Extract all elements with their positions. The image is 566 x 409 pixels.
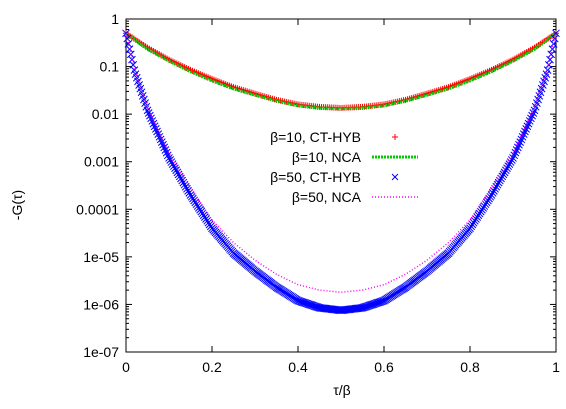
data-point [143,106,152,115]
data-point [166,156,175,164]
data-point [184,186,192,195]
data-point [147,114,155,123]
data-point [494,178,503,187]
data-point [517,135,526,144]
x-tick-label: 1 [552,359,560,375]
data-point [513,143,522,152]
data-point [150,122,159,131]
data-point [518,132,527,141]
data-point [181,182,190,191]
data-point [509,154,517,162]
legend-entry-3: β=50, NCA [292,189,418,205]
data-point [492,182,501,191]
y-tick-label: 1 [111,11,119,27]
legend-entry-0: β=10, CT-HYB [270,129,398,145]
data-point [152,125,160,133]
legend-entry-1: β=10, NCA [292,149,418,165]
data-point [493,180,502,189]
x-tick-label: 0.2 [202,359,222,375]
data-point [154,130,163,139]
data-point [488,189,497,197]
legend-label: β=50, NCA [292,189,362,205]
data-point [146,111,154,120]
y-tick-label: 1e-06 [83,296,119,312]
y-tick-label: 0.0001 [76,201,119,217]
data-point [125,45,134,53]
data-point [490,186,498,195]
data-point [149,119,158,128]
x-tick-label: 0.6 [374,359,394,375]
data-point [505,160,514,168]
legend-marker [392,134,398,140]
y-tick-label: 1e-07 [83,344,119,360]
data-point [180,180,189,189]
data-point [129,61,138,69]
series-line [125,33,557,294]
data-point [153,127,161,136]
data-point [169,162,178,171]
data-point [552,29,560,38]
data-point [183,184,191,193]
legend-marker [391,173,399,181]
y-tick-label: 0.01 [92,106,119,122]
data-point [515,140,523,149]
x-tick-label: 0 [122,359,130,375]
data-point [499,170,508,179]
data-point [500,168,509,177]
data-point [148,117,157,125]
y-axis-label: -G(τ) [9,190,25,220]
data-point [178,176,186,185]
plot-frame [125,18,557,353]
data-point [510,151,519,160]
data-point [175,172,184,181]
series-3 [125,33,557,294]
data-point [519,130,528,139]
data-point [546,55,554,64]
data-point [165,154,173,162]
data-point [171,164,179,173]
data-point [163,151,172,160]
legend-label: β=10, NCA [292,149,362,165]
legend-label: β=50, CT-HYB [270,169,361,185]
data-point [512,146,521,154]
data-point [177,174,185,183]
data-point [144,109,153,117]
data-point [172,166,181,175]
legend-entry-2: β=50, CT-HYB [270,169,399,185]
series-1 [125,32,557,111]
data-point [506,158,515,166]
data-point [378,297,387,305]
data-point [511,148,520,157]
x-axis-label: τ/β [333,382,350,398]
series-line [125,32,557,111]
data-point [167,158,176,166]
data-point [487,191,496,199]
data-point [162,148,171,157]
y-tick-label: 0.1 [100,59,120,75]
data-point [498,172,507,181]
x-tick-label: 0.4 [288,359,308,375]
y-tick-label: 0.001 [84,154,119,170]
legend-label: β=10, CT-HYB [270,129,361,145]
data-point [504,162,513,171]
data-point [544,61,553,69]
data-point [516,138,525,146]
x-tick-label: 0.8 [460,359,480,375]
y-tick-label: 1e-05 [83,249,119,265]
